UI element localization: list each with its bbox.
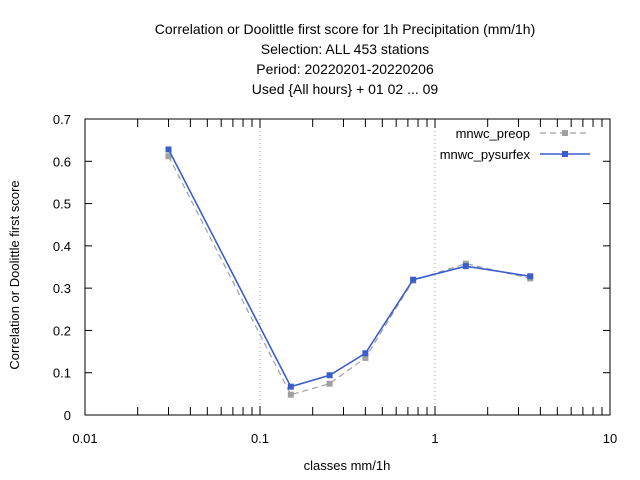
x-axis-ticks: 0.01 0.1 1 10 <box>72 119 617 446</box>
chart-title-line-2: Selection: ALL 453 stations <box>261 41 429 57</box>
data-point-mnwc_preop-1 <box>287 391 294 398</box>
data-point-mnwc_pysurfex-3 <box>362 350 369 357</box>
plot-frame <box>84 118 611 416</box>
x-tick-label: 1 <box>431 431 438 446</box>
legend-marker-series-2 <box>562 151 568 157</box>
data-point-mnwc_pysurfex-6 <box>527 273 534 280</box>
x-tick-label: 0.1 <box>251 431 269 446</box>
series-line-mnwc_preop <box>167 155 531 396</box>
legend-label-series-2: mnwc_pysurfex <box>440 147 531 162</box>
data-point-mnwc_preop-2 <box>326 380 333 387</box>
y-tick-label: 0.1 <box>53 366 71 381</box>
y-tick-label: 0.4 <box>53 239 71 254</box>
x-tick-label: 0.01 <box>72 431 97 446</box>
legend-marker-series-1 <box>562 130 568 136</box>
series-line-mnwc_pysurfex <box>167 149 531 388</box>
chart-title-line-3: Period: 20220201-20220206 <box>256 61 434 77</box>
data-point-mnwc_pysurfex-2 <box>326 372 333 379</box>
y-tick-label: 0 <box>64 408 71 423</box>
y-axis-label: Correlation or Doolittle first score <box>7 180 22 369</box>
legend-label-series-1: mnwc_preop <box>456 126 530 141</box>
y-axis-ticks: 0 0.1 0.2 0.3 0.4 0.5 0.6 0.7 <box>53 112 610 423</box>
data-point-mnwc_pysurfex-4 <box>410 276 417 283</box>
data-point-mnwc_pysurfex-5 <box>462 263 469 270</box>
chart-title-line-1: Correlation or Doolittle first score for… <box>155 21 535 37</box>
legend: mnwc_preop mnwc_pysurfex <box>440 126 590 162</box>
y-tick-label: 0.2 <box>53 323 71 338</box>
series-layer <box>165 146 534 398</box>
y-tick-label: 0.7 <box>53 112 71 127</box>
data-point-mnwc_pysurfex-1 <box>287 383 294 390</box>
chart-title-line-4: Used {All hours} + 01 02 ... 09 <box>252 81 439 97</box>
y-tick-label: 0.6 <box>53 154 71 169</box>
grid-lines <box>259 119 436 415</box>
data-point-mnwc_preop-3 <box>362 354 369 361</box>
x-axis-label: classes mm/1h <box>304 458 391 473</box>
data-point-mnwc_pysurfex-0 <box>165 146 172 153</box>
y-tick-label: 0.3 <box>53 281 71 296</box>
y-tick-label: 0.5 <box>53 197 71 212</box>
x-tick-label: 10 <box>603 431 617 446</box>
data-point-mnwc_preop-0 <box>165 153 172 160</box>
